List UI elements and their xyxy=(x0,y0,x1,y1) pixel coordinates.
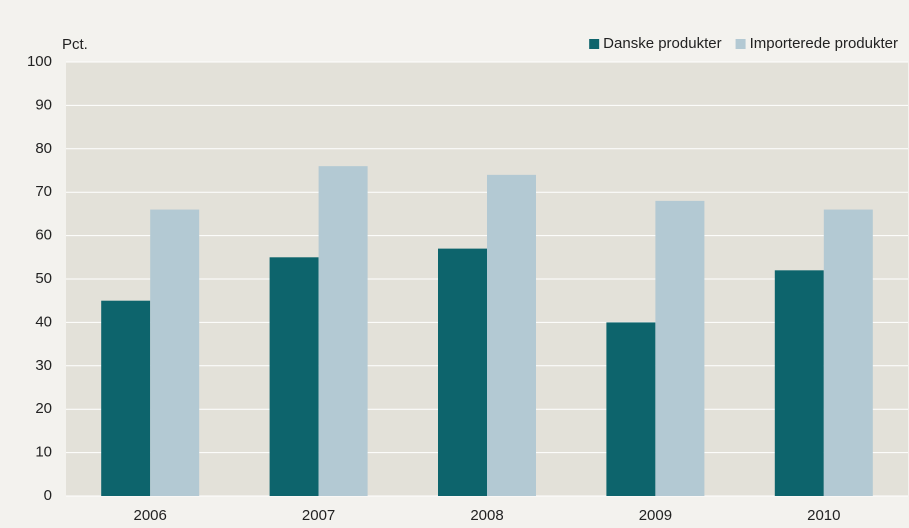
bar xyxy=(150,209,200,496)
y-tick-label: 80 xyxy=(35,140,52,157)
y-tick-label: 0 xyxy=(44,487,52,504)
y-tick-label: 40 xyxy=(35,313,52,330)
x-tick-label: 2010 xyxy=(807,507,840,524)
bar xyxy=(318,166,368,496)
y-tick-label: 20 xyxy=(35,400,52,417)
bar xyxy=(774,270,824,496)
bar xyxy=(823,209,873,496)
legend-label: Danske produkter xyxy=(603,35,721,52)
x-tick-label: 2006 xyxy=(134,507,167,524)
bar xyxy=(438,248,487,496)
bar xyxy=(487,174,536,496)
legend-swatch xyxy=(735,39,746,49)
y-tick-label: 10 xyxy=(35,444,52,461)
legend-swatch xyxy=(589,39,600,49)
bar xyxy=(269,257,319,496)
y-tick-label: 70 xyxy=(35,183,52,200)
x-tick-label: 2007 xyxy=(302,507,335,524)
y-tick-label: 30 xyxy=(35,357,52,374)
bar xyxy=(101,300,151,496)
y-tick-label: 90 xyxy=(35,96,52,113)
y-tick-label: 50 xyxy=(35,270,52,287)
bar xyxy=(606,322,656,496)
x-tick-label: 2009 xyxy=(639,507,672,524)
y-axis-title: Pct. xyxy=(62,36,88,53)
x-tick-label: 2008 xyxy=(470,507,503,524)
legend-label: Importerede produkter xyxy=(750,35,898,52)
y-tick-label: 100 xyxy=(27,53,52,70)
y-tick-label: 60 xyxy=(35,227,52,244)
bar xyxy=(655,200,705,496)
